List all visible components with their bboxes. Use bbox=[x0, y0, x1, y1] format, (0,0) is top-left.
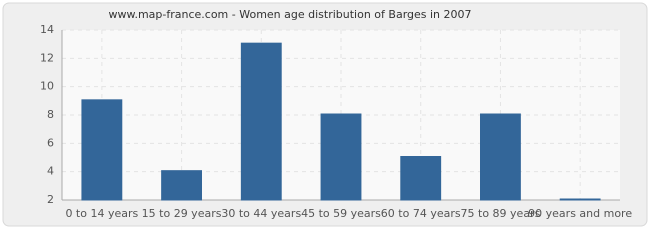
chart-title: www.map-france.com - Women age distribut… bbox=[108, 8, 471, 21]
y-tick-label: 14 bbox=[40, 23, 54, 36]
y-tick-label: 4 bbox=[47, 165, 54, 178]
x-tick-label: 75 to 89 years bbox=[461, 207, 541, 220]
x-tick-label: 45 to 59 years bbox=[301, 207, 381, 220]
x-tick-label: 90 years and more bbox=[528, 207, 632, 220]
y-tick-label: 2 bbox=[47, 193, 54, 206]
y-tick-label: 8 bbox=[47, 108, 54, 121]
x-tick-label: 0 to 14 years bbox=[65, 207, 138, 220]
bar bbox=[81, 99, 123, 201]
y-tick-label: 10 bbox=[40, 80, 54, 93]
bar bbox=[559, 198, 601, 201]
x-tick-label: 15 to 29 years bbox=[142, 207, 222, 220]
chart: www.map-france.com - Women age distribut… bbox=[2, 2, 648, 227]
bar bbox=[480, 113, 521, 201]
y-tick-label: 6 bbox=[47, 136, 54, 149]
bar bbox=[240, 42, 282, 201]
bar bbox=[400, 156, 442, 201]
bar bbox=[320, 113, 362, 201]
bar bbox=[161, 170, 202, 201]
x-tick-label: 30 to 44 years bbox=[221, 207, 301, 220]
y-tick-label: 12 bbox=[40, 51, 54, 64]
x-tick-label: 60 to 74 years bbox=[381, 207, 461, 220]
